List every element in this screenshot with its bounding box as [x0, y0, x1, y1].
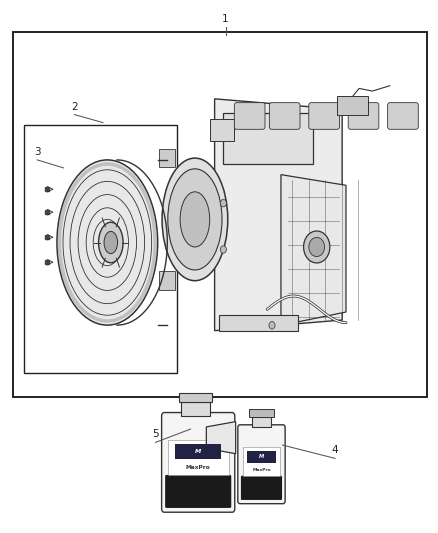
Circle shape [220, 246, 226, 253]
Ellipse shape [168, 169, 222, 270]
FancyBboxPatch shape [348, 103, 379, 130]
FancyBboxPatch shape [388, 103, 418, 130]
Circle shape [220, 199, 226, 207]
Text: MaxPro: MaxPro [186, 465, 211, 471]
Bar [159, 271, 175, 290]
Polygon shape [206, 422, 236, 454]
Ellipse shape [104, 231, 117, 254]
Ellipse shape [162, 158, 228, 281]
Polygon shape [281, 175, 346, 325]
Bar [337, 96, 368, 115]
Circle shape [304, 231, 330, 263]
Bar [13, 32, 427, 397]
FancyBboxPatch shape [234, 103, 265, 130]
FancyBboxPatch shape [309, 103, 339, 130]
Bar [175, 443, 221, 458]
Bar [223, 113, 313, 164]
Text: 5: 5 [152, 430, 159, 439]
FancyBboxPatch shape [162, 413, 235, 512]
Bar [210, 119, 234, 141]
Text: 2: 2 [71, 102, 78, 111]
Text: M: M [259, 455, 264, 459]
Bar [168, 440, 229, 475]
Bar [159, 149, 175, 167]
Text: MaxPro: MaxPro [252, 468, 271, 472]
Bar [243, 447, 280, 476]
Text: 4: 4 [332, 446, 339, 455]
FancyBboxPatch shape [241, 476, 282, 500]
Polygon shape [215, 99, 342, 330]
Circle shape [269, 321, 275, 329]
Ellipse shape [180, 192, 210, 247]
Circle shape [309, 237, 325, 256]
Ellipse shape [57, 160, 158, 325]
FancyBboxPatch shape [269, 103, 300, 130]
FancyBboxPatch shape [238, 425, 285, 504]
Bar [247, 451, 276, 463]
Ellipse shape [99, 222, 123, 263]
Bar [250, 409, 273, 417]
Bar [179, 393, 212, 402]
Text: M: M [195, 449, 201, 454]
Text: 3: 3 [34, 147, 41, 157]
Bar [181, 402, 210, 416]
FancyBboxPatch shape [165, 475, 231, 508]
Text: 1: 1 [222, 14, 229, 23]
Bar [252, 417, 271, 427]
Bar [24, 125, 177, 373]
Bar [219, 314, 298, 330]
